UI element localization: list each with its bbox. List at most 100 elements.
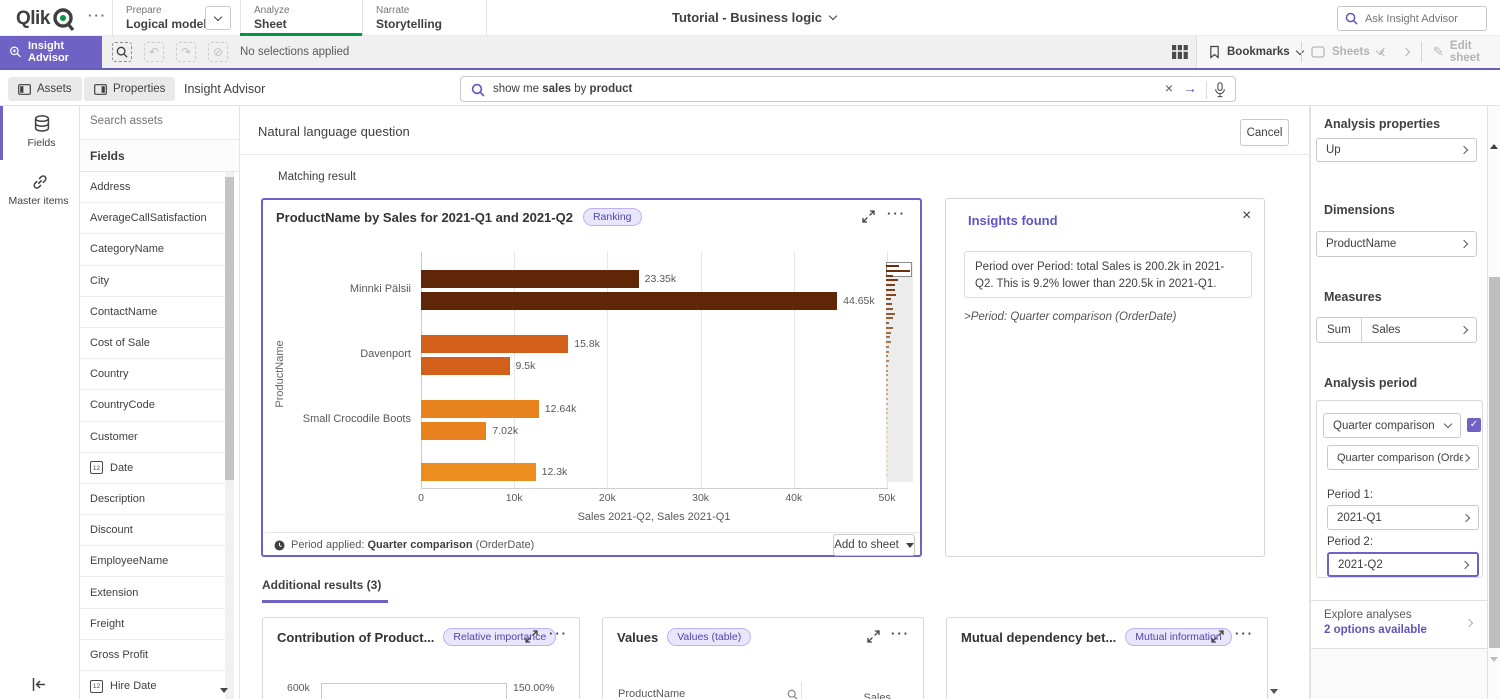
insight-advisor-button[interactable]: Insight Advisor (0, 36, 102, 68)
result-card-values[interactable]: Values Values (table) ··· ProductName Sa… (602, 617, 924, 699)
main-scroll-down-icon[interactable] (1270, 689, 1278, 694)
tab-prepare[interactable]: Prepare Logical model (126, 5, 207, 32)
chart-more-menu-icon[interactable]: ··· (887, 206, 906, 221)
prepare-dropdown-button[interactable] (205, 6, 231, 30)
explore-analyses-section[interactable]: Explore analyses 2 options available (1310, 600, 1487, 649)
chart-bar[interactable] (421, 463, 536, 481)
aggregation-cell[interactable]: Sum (1317, 318, 1362, 342)
card-more-menu-icon[interactable]: ··· (549, 626, 568, 641)
chart-minimap[interactable] (886, 262, 913, 482)
card-title: Values (617, 629, 659, 645)
field-item-country[interactable]: Country (80, 359, 225, 391)
scroll-down-icon[interactable] (1490, 657, 1498, 662)
period-field-button[interactable]: Quarter comparison (OrderD... (1327, 445, 1479, 470)
period1-button[interactable]: 2021-Q1 (1327, 505, 1479, 530)
matching-result-chart-card[interactable]: ProductName by Sales for 2021-Q1 and 202… (261, 198, 922, 557)
field-item-cost-of-sale[interactable]: Cost of Sale (80, 327, 225, 360)
field-item-gross-profit[interactable]: Gross Profit (80, 639, 225, 671)
fields-scrollbar-thumb[interactable] (225, 177, 234, 480)
ask-insight-advisor-box[interactable] (1337, 6, 1487, 31)
fields-scrollbar-track[interactable] (225, 172, 234, 699)
more-menu-icon[interactable]: ··· (88, 8, 107, 23)
window-scrollbar[interactable] (1487, 106, 1500, 699)
chart-bar[interactable] (421, 422, 487, 440)
field-item-date[interactable]: 12 Date (80, 452, 225, 484)
sidebar-item-master-items[interactable]: Master items (0, 164, 79, 218)
assets-button[interactable]: Assets (8, 77, 82, 101)
field-item-customer[interactable]: Customer (80, 421, 225, 453)
fields-scroll-down-icon[interactable] (220, 688, 228, 693)
table-header-productname[interactable]: ProductName (618, 688, 798, 699)
field-item-hire-date[interactable]: 12 Hire Date (80, 671, 225, 699)
bookmarks-button[interactable]: Bookmarks (1209, 36, 1304, 68)
minimap-bar (886, 326, 893, 329)
clear-selections-button[interactable]: ⊘ (208, 42, 228, 62)
insight-body-box[interactable]: Period over Period: total Sales is 200.2… (964, 251, 1252, 298)
period2-button[interactable]: 2021-Q2 (1327, 552, 1479, 577)
nlq-search-input[interactable]: show me sales by product × → (460, 76, 1236, 102)
ask-insight-advisor-input[interactable] (1365, 12, 1475, 25)
tab-narrate[interactable]: Narrate Storytelling (376, 5, 442, 32)
field-item-discount[interactable]: Discount (80, 515, 225, 547)
chart-bar[interactable] (421, 357, 510, 375)
field-item-address[interactable]: Address (80, 172, 225, 204)
chart-bar[interactable] (421, 292, 838, 310)
minimap-bar (886, 360, 889, 363)
bar-value-label: 23.35k (644, 273, 677, 285)
cancel-button[interactable]: Cancel (1240, 119, 1289, 146)
next-sheet-icon[interactable] (1401, 47, 1411, 57)
edit-sheet-button[interactable]: ✎ Edit sheet (1433, 36, 1500, 68)
period-type-select[interactable]: Quarter comparison (1323, 413, 1461, 438)
field-item-employeename[interactable]: EmployeeName (80, 546, 225, 578)
tab-analyze[interactable]: Analyze Sheet (254, 5, 290, 32)
sidebar-item-fields[interactable]: Fields (0, 106, 79, 160)
field-item-contactname[interactable]: ContactName (80, 296, 225, 328)
card-more-menu-icon[interactable]: ··· (891, 626, 910, 641)
scroll-up-icon[interactable] (1490, 144, 1498, 149)
tab-additional-results[interactable]: Additional results (3) (262, 578, 382, 592)
app-title[interactable]: Tutorial - Business logic (672, 10, 838, 25)
explore-options-link[interactable]: 2 options available (1324, 624, 1427, 636)
sort-up-button[interactable]: Up (1316, 138, 1477, 162)
field-item-extension[interactable]: Extension (80, 577, 225, 609)
chart-bar[interactable] (421, 400, 539, 418)
search-assets-box[interactable] (80, 106, 239, 140)
measure-sales-button[interactable]: Sum Sales (1316, 317, 1477, 343)
minimap-bar (886, 464, 888, 467)
result-card-mutual-dependency[interactable]: Mutual dependency bet... Mutual informat… (946, 617, 1268, 699)
smart-search-button[interactable] (112, 42, 132, 62)
scrollbar-thumb[interactable] (1489, 277, 1500, 648)
expand-chart-icon[interactable] (867, 630, 880, 643)
field-item-city[interactable]: City (80, 265, 225, 297)
dimension-productname-button[interactable]: ProductName (1316, 231, 1477, 257)
collapse-panel-icon[interactable] (32, 678, 46, 691)
period-checkbox[interactable]: ✓ (1467, 418, 1481, 432)
undo-button[interactable]: ↶ (144, 42, 164, 62)
sheet-grid-button[interactable] (1172, 45, 1188, 64)
expand-chart-icon[interactable] (525, 630, 538, 643)
table-header-sales[interactable]: Sales (863, 692, 891, 699)
redo-button[interactable]: ↷ (176, 42, 196, 62)
column-search-icon[interactable] (787, 689, 798, 699)
chart-bar[interactable] (421, 270, 639, 288)
expand-chart-icon[interactable] (1211, 630, 1224, 643)
search-assets-input[interactable] (90, 115, 230, 127)
expand-chart-icon[interactable] (862, 210, 875, 223)
field-item-categoryname[interactable]: CategoryName (80, 234, 225, 266)
sheets-button[interactable]: Sheets (1311, 36, 1384, 68)
field-item-description[interactable]: Description (80, 483, 225, 516)
bar-value-label: 9.5k (515, 360, 536, 372)
field-item-countrycode[interactable]: CountryCode (80, 390, 225, 422)
add-to-sheet-button[interactable]: Add to sheet (833, 534, 915, 556)
properties-button[interactable]: Properties (84, 77, 176, 101)
submit-query-icon[interactable]: → (1183, 80, 1197, 96)
x-axis-tick-label: 20k (598, 492, 616, 504)
result-card-contribution[interactable]: Contribution of Product... Relative impo… (262, 617, 580, 699)
field-item-averagecallsatisfaction[interactable]: AverageCallSatisfaction (80, 203, 225, 235)
clear-query-icon[interactable]: × (1164, 80, 1173, 96)
field-item-freight[interactable]: Freight (80, 608, 225, 640)
microphone-icon[interactable] (1214, 82, 1226, 98)
chart-bar[interactable] (421, 335, 569, 353)
close-insights-icon[interactable]: × (1242, 207, 1252, 224)
card-more-menu-icon[interactable]: ··· (1235, 626, 1254, 641)
